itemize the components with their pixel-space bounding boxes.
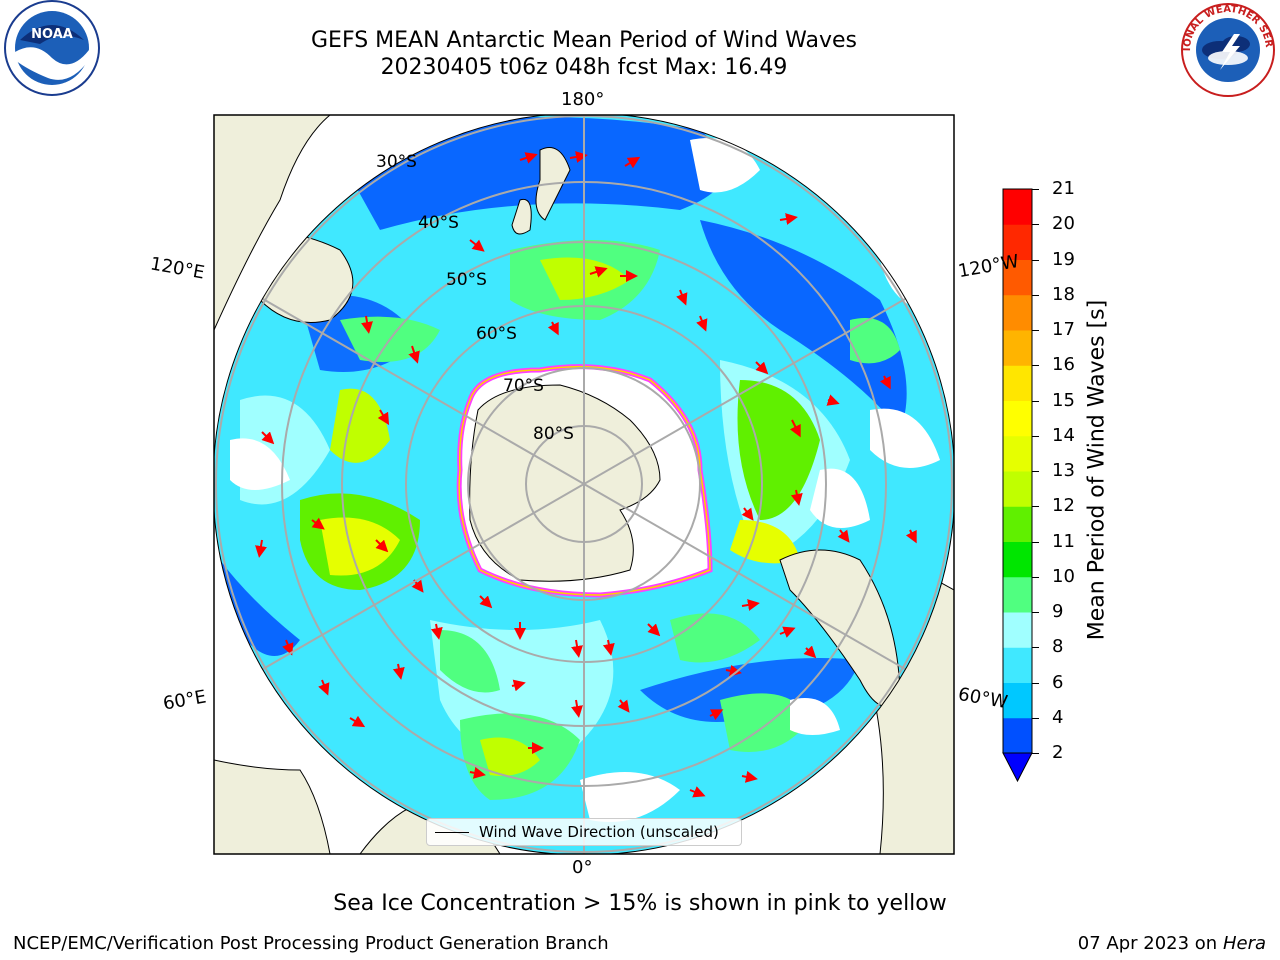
legend-label: Wind Wave Direction (unscaled): [479, 823, 719, 841]
lat-label-70s: 70°S: [503, 376, 544, 396]
footer-credit: NCEP/EMC/Verification Post Processing Pr…: [13, 933, 609, 954]
colorbar-tick-mark: [1032, 435, 1039, 437]
footer-date-text: 07 Apr 2023 on: [1077, 933, 1223, 954]
map-legend: Wind Wave Direction (unscaled): [426, 818, 742, 846]
colorbar-segment: [1003, 576, 1032, 613]
colorbar-tick-mark: [1032, 294, 1039, 296]
colorbar-tick-label: 17: [1052, 319, 1075, 340]
colorbar-segment: [1003, 682, 1032, 719]
lon-label-0: 0°: [572, 857, 593, 878]
colorbar-tick-label: 8: [1052, 636, 1064, 658]
colorbar-tick-mark: [1032, 682, 1039, 684]
lat-label-50s: 50°S: [446, 270, 487, 290]
colorbar-tick-label: 14: [1052, 424, 1075, 446]
colorbar-tick-mark: [1032, 541, 1039, 543]
colorbar-segment: [1003, 647, 1032, 683]
sea-ice-caption: Sea Ice Concentration > 15% is shown in …: [333, 891, 947, 916]
colorbar-tick-mark: [1032, 471, 1039, 472]
colorbar: [1003, 189, 1032, 754]
colorbar-tick-mark: [1032, 330, 1039, 331]
colorbar-tick-label: 11: [1052, 530, 1075, 552]
colorbar-tick-label: 15: [1052, 389, 1075, 411]
lat-label-60s: 60°S: [476, 324, 517, 344]
colorbar-tick-label: 18: [1052, 283, 1075, 305]
colorbar-tick-label: 21: [1052, 178, 1075, 199]
colorbar-tick-label: 10: [1052, 565, 1075, 587]
colorbar-tick-label: 19: [1052, 248, 1075, 270]
lat-label-30s: 30°S: [376, 152, 417, 172]
colorbar-segment: [1003, 717, 1032, 754]
colorbar-segment: [1003, 435, 1032, 472]
colorbar-tick-mark: [1032, 576, 1039, 578]
noaa-logo-text: NOAA: [31, 27, 73, 42]
map-title: GEFS MEAN Antarctic Mean Period of Wind …: [311, 28, 857, 53]
colorbar-segment: [1003, 506, 1032, 542]
colorbar-segment: [1003, 259, 1032, 296]
colorbar-tick-label: 20: [1052, 213, 1075, 235]
colorbar-segment: [1003, 189, 1032, 225]
colorbar-segment: [1003, 330, 1032, 366]
colorbar-segment: [1003, 612, 1032, 648]
colorbar-segment: [1003, 224, 1032, 260]
colorbar-segment: [1003, 365, 1032, 401]
lat-label-80s: 80°S: [533, 424, 574, 444]
colorbar-tick-mark: [1032, 612, 1039, 613]
colorbar-segment: [1003, 471, 1032, 507]
colorbar-tick-label: 6: [1052, 671, 1064, 693]
colorbar-tick-mark: [1032, 365, 1039, 367]
lon-label-180: 180°: [561, 89, 605, 110]
colorbar-tick-mark: [1032, 400, 1039, 402]
map-subtitle: 20230405 t06z 048h fcst Max: 16.49: [380, 55, 788, 80]
colorbar-tick-label: 16: [1052, 354, 1075, 376]
colorbar-tick-mark: [1032, 259, 1039, 261]
colorbar-tick-mark: [1032, 506, 1039, 508]
colorbar-tick-label: 2: [1052, 742, 1064, 763]
legend-line-sample: [435, 831, 469, 833]
lat-label-40s: 40°S: [418, 213, 459, 233]
colorbar-tick-mark: [1032, 647, 1039, 649]
colorbar-tick-label: 12: [1052, 495, 1075, 517]
colorbar-segment: [1003, 294, 1032, 331]
noaa-logo: NOAA: [4, 0, 100, 96]
colorbar-tick-mark: [1032, 224, 1039, 226]
colorbar-label: Mean Period of Wind Waves [s]: [1084, 299, 1110, 641]
colorbar-tick-label: 4: [1052, 706, 1064, 728]
nws-logo: NATIONAL WEATHER SERVICE: [1176, 0, 1275, 97]
footer-machine: Hera: [1222, 933, 1266, 954]
colorbar-segment: [1003, 541, 1032, 578]
colorbar-tick-mark: [1032, 753, 1039, 754]
colorbar-tick-label: 9: [1052, 601, 1064, 622]
colorbar-segment: [1003, 400, 1032, 437]
footer-date: 07 Apr 2023 on Hera: [1078, 933, 1266, 954]
colorbar-tick-mark: [1032, 189, 1039, 190]
colorbar-tick-label: 13: [1052, 460, 1075, 481]
colorbar-tick-mark: [1032, 717, 1039, 719]
